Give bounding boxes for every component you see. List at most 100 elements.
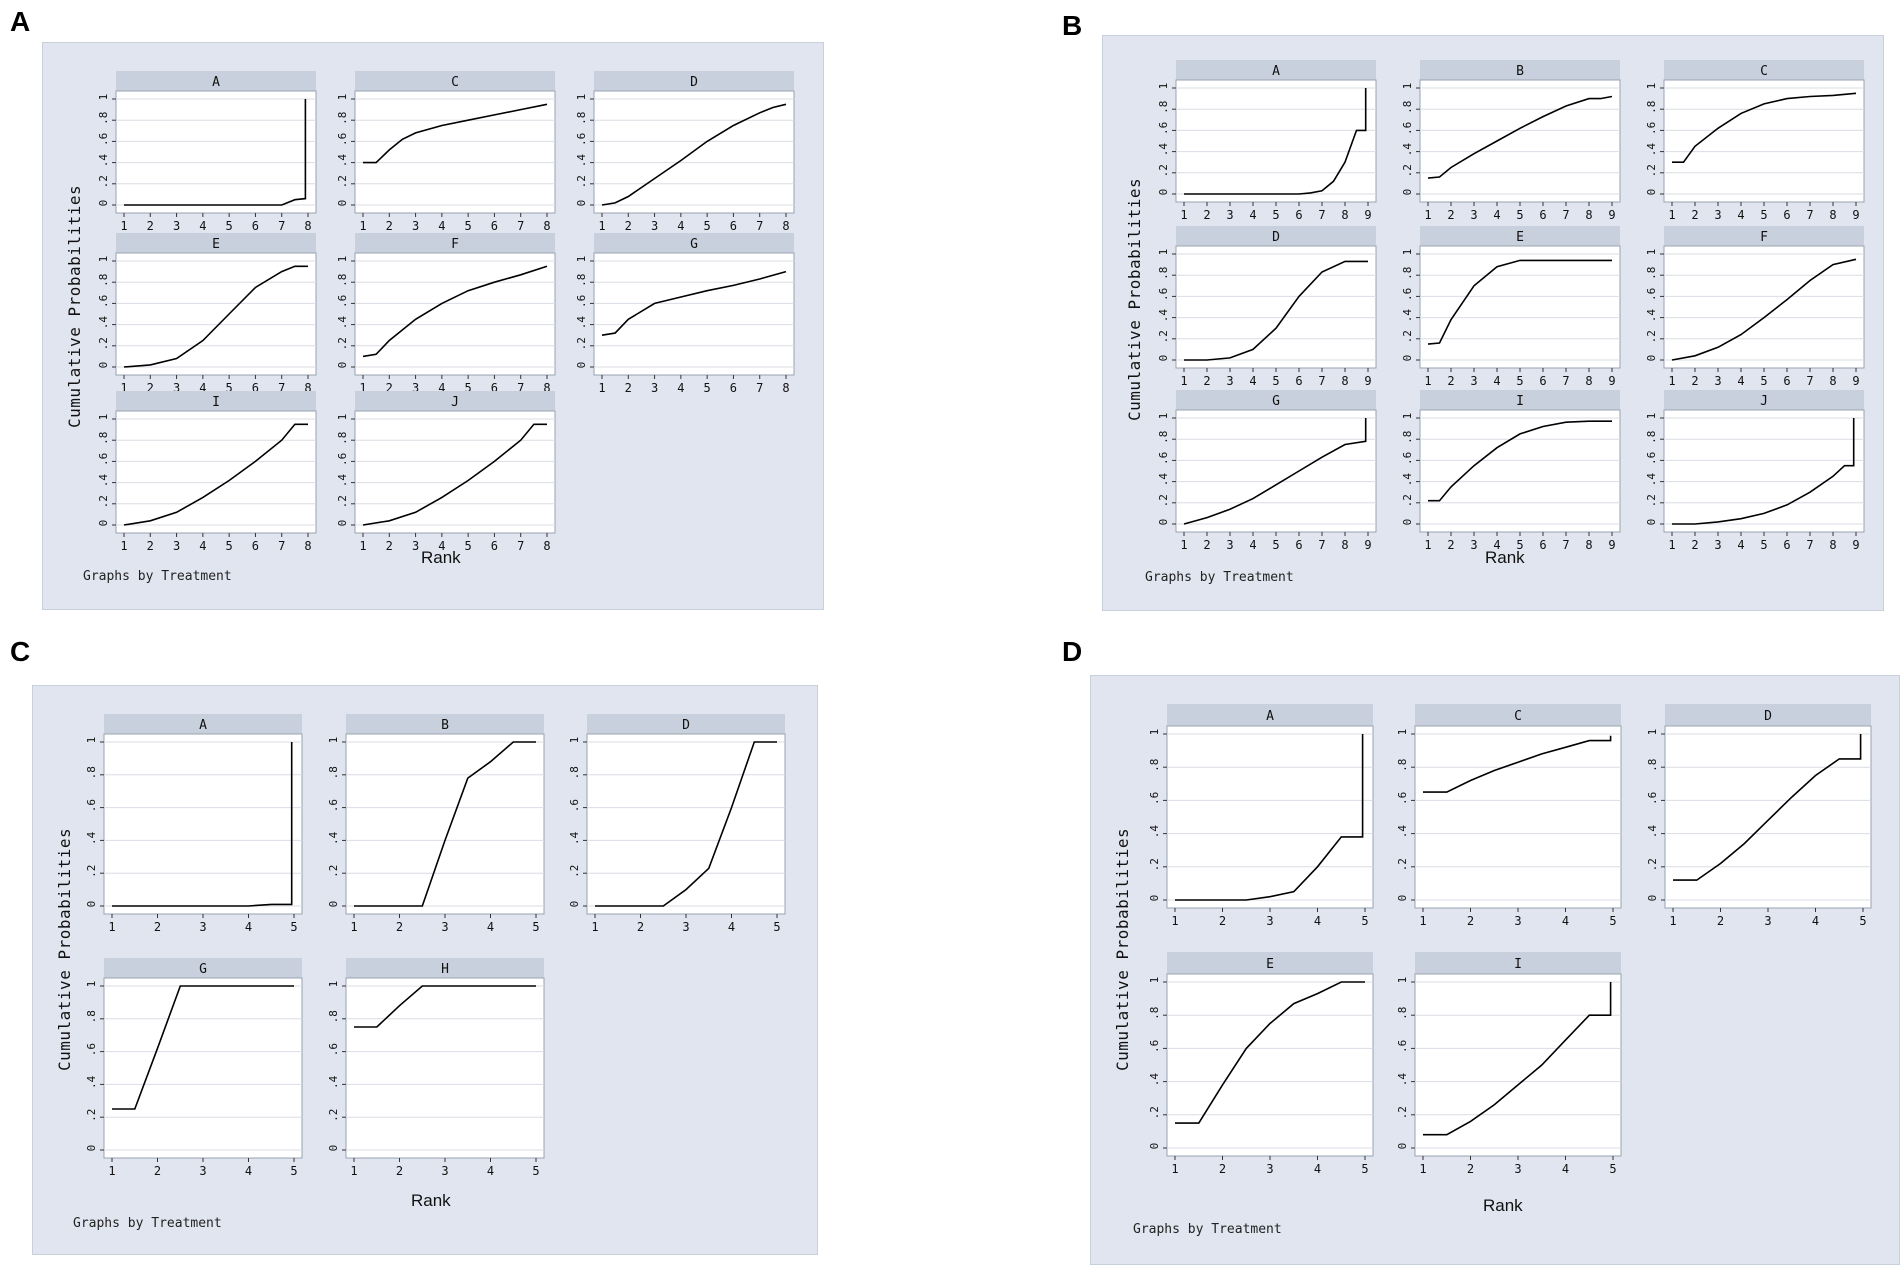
- subplot-title: F: [1760, 230, 1768, 245]
- x-tick-label: 3: [1470, 374, 1477, 388]
- y-tick-label: .6: [1157, 452, 1170, 465]
- series-line-A: [112, 742, 293, 907]
- x-tick-label: 8: [543, 539, 550, 553]
- x-tick-label: 4: [1314, 914, 1321, 928]
- x-tick-label: 2: [154, 920, 161, 934]
- x-tick-label: 8: [304, 219, 311, 233]
- subplot-E: E 0 .2 .4 .6 .8 1 1 2 3 4 5 6 7 8: [97, 233, 317, 395]
- y-tick-label: .6: [568, 799, 581, 812]
- x-tick-label: 7: [756, 219, 763, 233]
- y-tick-label: 1: [1148, 729, 1161, 736]
- y-tick-label: .4: [97, 154, 110, 168]
- panel-a: A 0 .2 .4 .6 .8 1 1 2 3 4 5 6 7 8 C 0 .2 .4 .6 .8 1 1 2 3 4 5 6 7 8 D 0…: [42, 42, 824, 610]
- x-tick-label: 5: [1272, 538, 1279, 552]
- y-tick-label: 1: [1401, 413, 1414, 420]
- x-tick-label: 1: [1419, 1162, 1426, 1176]
- x-tick-label: 8: [1829, 374, 1836, 388]
- y-tick-label: .4: [1401, 473, 1414, 487]
- y-tick-label: .4: [575, 154, 588, 168]
- y-tick-label: 1: [336, 256, 349, 263]
- panel-letter-b: B: [1062, 10, 1083, 41]
- x-tick-label: 1: [1171, 1162, 1178, 1176]
- x-tick-label: 8: [1585, 374, 1592, 388]
- series-line-I: [123, 423, 308, 526]
- x-tick-label: 1: [1424, 374, 1431, 388]
- y-tick-label: .6: [1148, 792, 1161, 805]
- y-tick-label: .6: [85, 799, 98, 812]
- series-line-D: [1673, 734, 1862, 881]
- y-axis-label: Cumulative Probabilities: [55, 827, 74, 1071]
- y-tick-label: .2: [1157, 494, 1170, 507]
- y-tick-label: 1: [1645, 249, 1658, 256]
- y-tick-label: 1: [568, 737, 581, 744]
- y-tick-label: .4: [1401, 309, 1414, 323]
- y-tick-label: 1: [1157, 249, 1170, 256]
- subplot-header: [1415, 952, 1621, 974]
- y-tick-label: 1: [1645, 83, 1658, 90]
- x-tick-label: 6: [1783, 208, 1790, 222]
- x-tick-label: 5: [465, 539, 472, 553]
- subplot-D: D 0 .2 .4 .6 .8 1 1 2 3 4 5: [568, 714, 786, 934]
- x-tick-label: 3: [199, 920, 206, 934]
- x-tick-label: 4: [1249, 374, 1256, 388]
- series-line-B: [1427, 95, 1613, 179]
- subplot-title: G: [690, 237, 698, 252]
- x-tick-label: 8: [543, 381, 550, 395]
- x-tick-label: 7: [1562, 374, 1569, 388]
- y-tick-label: 0: [1157, 355, 1170, 362]
- y-tick-label: .8: [1646, 759, 1659, 772]
- series-line-C: [1672, 92, 1857, 163]
- x-tick-label: 2: [386, 539, 393, 553]
- y-tick-label: 0: [97, 200, 110, 207]
- y-tick-label: .4: [1157, 143, 1170, 157]
- y-tick-label: .4: [1401, 143, 1414, 157]
- x-tick-label: 7: [1806, 538, 1813, 552]
- subplot-title: A: [212, 75, 220, 90]
- y-tick-label: .8: [1157, 101, 1170, 114]
- x-tick-label: 4: [1737, 538, 1744, 552]
- y-tick-label: 1: [1645, 413, 1658, 420]
- y-tick-label: .2: [97, 175, 110, 188]
- y-tick-label: .8: [1157, 267, 1170, 280]
- y-tick-label: .2: [568, 865, 581, 878]
- x-tick-label: 4: [199, 219, 206, 233]
- x-tick-label: 3: [1470, 208, 1477, 222]
- y-tick-label: .2: [1396, 1106, 1409, 1119]
- panel-d-plots: A 0 .2 .4 .6 .8 1 1 2 3 4 5 C 0 .2 .4 .6 .8 1 1 2 3 4 5 D 0 .2 .4 .6…: [1148, 704, 1872, 1176]
- subplot-H: H 0 .2 .4 .6 .8 1 1 2 3 4 5: [327, 958, 545, 1178]
- y-tick-label: 1: [336, 414, 349, 421]
- x-tick-label: 2: [625, 219, 632, 233]
- y-tick-label: .8: [1157, 431, 1170, 444]
- x-tick-label: 1: [359, 219, 366, 233]
- x-tick-label: 9: [1364, 374, 1371, 388]
- plot-area: [1663, 409, 1865, 533]
- x-tick-label: 4: [1249, 208, 1256, 222]
- panel-a-plots: A 0 .2 .4 .6 .8 1 1 2 3 4 5 6 7 8 C 0 .2 .4 .6 .8 1 1 2 3 4 5 6 7 8 D 0…: [97, 71, 795, 553]
- y-tick-label: .8: [97, 274, 110, 287]
- x-tick-label: 6: [1539, 374, 1546, 388]
- x-tick-label: 7: [1562, 208, 1569, 222]
- y-tick-label: .8: [85, 766, 98, 779]
- subplot-title: I: [212, 395, 220, 410]
- y-tick-label: .2: [97, 337, 110, 350]
- x-axis-label: Rank: [1485, 548, 1525, 567]
- subplot-J: J 0 .2 .4 .6 .8 1 1 2 3 4 5 6 7 8: [336, 391, 556, 553]
- y-tick-label: .4: [1157, 309, 1170, 323]
- y-tick-label: 1: [1396, 729, 1409, 736]
- y-tick-label: 1: [97, 94, 110, 101]
- subplot-A: A 0 .2 .4 .6 .8 1 1 2 3 4 5 6 7 8: [97, 71, 317, 233]
- x-tick-label: 5: [1361, 914, 1368, 928]
- x-tick-label: 7: [1806, 208, 1813, 222]
- y-tick-label: .8: [327, 1010, 340, 1023]
- subplot-B: B 0 .2 .4 .6 .8 1 1 2 3 4 5: [327, 714, 545, 934]
- x-tick-label: 4: [677, 219, 684, 233]
- subplot-I: I 0 .2 .4 .6 .8 1 1 2 3 4 5: [1396, 952, 1622, 1176]
- x-tick-label: 3: [651, 219, 658, 233]
- y-tick-label: .2: [1148, 1106, 1161, 1119]
- x-tick-label: 7: [1318, 374, 1325, 388]
- subplot-title: F: [451, 237, 459, 252]
- subplot-G: G 0 .2 .4 .6 .8 1 1 2 3 4 5 6 7 8 9: [1157, 390, 1377, 552]
- subplot-header: [1420, 226, 1620, 246]
- subplot-I: I 0 .2 .4 .6 .8 1 1 2 3 4 5 6 7 8 9: [1401, 390, 1621, 552]
- x-tick-label: 4: [1314, 1162, 1321, 1176]
